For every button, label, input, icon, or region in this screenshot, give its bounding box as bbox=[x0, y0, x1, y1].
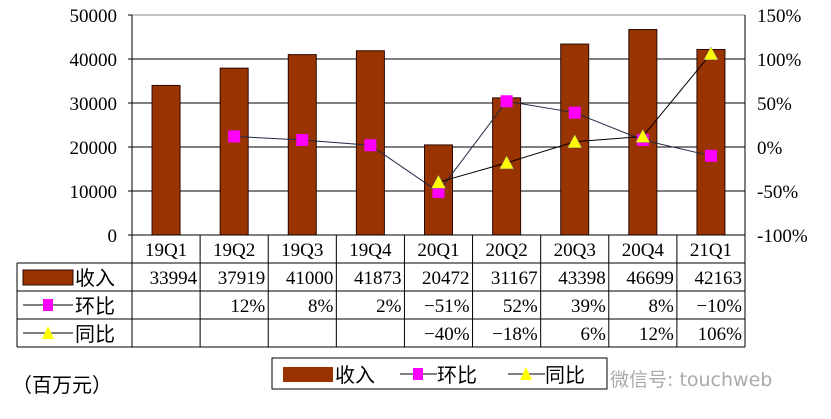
category-label: 20Q4 bbox=[622, 240, 665, 261]
table-cell: 52% bbox=[503, 296, 538, 317]
legend-label: 收入 bbox=[335, 364, 375, 387]
table-cell: 33994 bbox=[150, 268, 198, 289]
table-cell: 2% bbox=[376, 296, 402, 317]
category-label: 20Q2 bbox=[485, 240, 527, 261]
legend-label: 同比 bbox=[545, 364, 585, 387]
marker-triangle-20Q4 bbox=[635, 128, 651, 143]
category-label: 21Q1 bbox=[690, 240, 732, 261]
marker-square-19Q2 bbox=[228, 130, 241, 143]
bar-20Q3 bbox=[560, 43, 590, 236]
marker-square-21Q1 bbox=[704, 149, 717, 162]
y-tick-label: 50000 bbox=[70, 6, 118, 27]
bar-19Q1 bbox=[151, 84, 181, 236]
legend-key-triangle bbox=[42, 326, 54, 339]
table-row-label: 同比 bbox=[75, 323, 115, 346]
y-tick-label: 20000 bbox=[70, 138, 118, 159]
y2-tick-label: 50% bbox=[757, 94, 792, 115]
y2-tick-label: 100% bbox=[757, 50, 802, 71]
legend-bar-swatch bbox=[283, 367, 333, 382]
marker-triangle-20Q3 bbox=[567, 134, 583, 148]
table-cell: 42163 bbox=[695, 268, 743, 289]
marker-square-19Q4 bbox=[364, 139, 377, 152]
marker-triangle-21Q1 bbox=[703, 46, 719, 60]
table-cell: 8% bbox=[308, 296, 334, 317]
y-tick-label: 40000 bbox=[70, 50, 118, 71]
legend-square-marker bbox=[413, 368, 423, 380]
legend-key-square bbox=[43, 299, 53, 311]
marker-square-19Q3 bbox=[296, 133, 309, 146]
table-cell: 20472 bbox=[422, 268, 470, 289]
category-label: 19Q4 bbox=[349, 240, 392, 261]
table-cell: −18% bbox=[492, 324, 538, 345]
table-cell: 106% bbox=[698, 324, 743, 345]
table-cell: 8% bbox=[649, 296, 675, 317]
table-cell: 31167 bbox=[491, 268, 538, 289]
table-cell: 12% bbox=[230, 296, 265, 317]
marker-square-20Q3 bbox=[568, 106, 581, 119]
table-cell: 43398 bbox=[558, 268, 606, 289]
table-cell: 39% bbox=[571, 296, 606, 317]
table-cell: −51% bbox=[424, 296, 470, 317]
legend-label: 环比 bbox=[437, 364, 477, 387]
table-cell: 37919 bbox=[218, 268, 266, 289]
legend-key-bar bbox=[22, 269, 74, 286]
marker-square-20Q1 bbox=[432, 185, 445, 198]
marker-triangle-20Q2 bbox=[499, 155, 515, 170]
y2-tick-label: 0% bbox=[757, 138, 783, 159]
unit-note: （百万元） bbox=[12, 374, 112, 397]
table-cell: 41000 bbox=[286, 268, 334, 289]
table-cell: −40% bbox=[424, 324, 470, 345]
table-cell: −10% bbox=[696, 296, 742, 317]
legend-triangle-marker bbox=[520, 367, 532, 380]
y2-tick-label: -100% bbox=[757, 226, 808, 247]
table-row-label: 环比 bbox=[75, 295, 115, 318]
y-tick-label: 30000 bbox=[70, 94, 118, 115]
y2-tick-label: -50% bbox=[757, 182, 798, 203]
marker-square-20Q2 bbox=[500, 95, 513, 108]
table-cell: 41873 bbox=[354, 268, 402, 289]
y2-tick-label: 150% bbox=[757, 6, 802, 27]
category-label: 19Q1 bbox=[145, 240, 187, 261]
table-cell: 12% bbox=[639, 324, 674, 345]
table-cell: 6% bbox=[580, 324, 606, 345]
category-label: 20Q1 bbox=[417, 240, 459, 261]
marker-triangle-20Q1 bbox=[431, 174, 446, 189]
bar-19Q2 bbox=[219, 67, 249, 236]
line-环比 bbox=[234, 100, 712, 193]
category-label: 20Q3 bbox=[554, 240, 596, 261]
bar-21Q1 bbox=[696, 48, 726, 236]
category-label: 19Q2 bbox=[213, 240, 255, 261]
table-cell: 46699 bbox=[626, 268, 674, 289]
table-row-label: 收入 bbox=[75, 267, 115, 290]
category-label: 19Q3 bbox=[281, 240, 323, 261]
y-tick-label: 10000 bbox=[70, 182, 118, 203]
y-tick-label: 0 bbox=[108, 226, 118, 247]
watermark: 微信号: touchweb bbox=[610, 369, 772, 391]
